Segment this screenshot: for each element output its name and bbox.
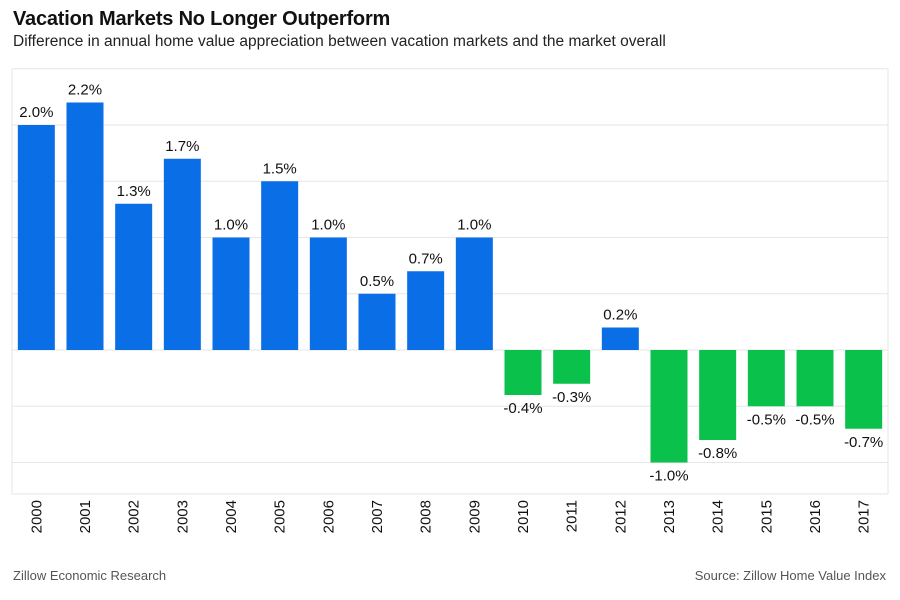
value-label-2006: 1.0% bbox=[311, 217, 345, 234]
value-label-2013: -1.0% bbox=[649, 468, 688, 485]
value-label-2000: 2.0% bbox=[19, 104, 53, 121]
x-tick-2002: 2002 bbox=[126, 500, 143, 533]
value-label-2017: -0.7% bbox=[844, 434, 883, 451]
value-label-2014: -0.8% bbox=[698, 445, 737, 462]
bar-2006 bbox=[309, 237, 347, 350]
x-tick-2000: 2000 bbox=[28, 500, 45, 533]
bar-2000 bbox=[17, 125, 55, 350]
value-label-2001: 2.2% bbox=[68, 82, 102, 99]
value-label-2008: 0.7% bbox=[409, 250, 443, 267]
bar-2009 bbox=[455, 237, 493, 350]
chart-title: Vacation Markets No Longer Outperform bbox=[13, 8, 391, 30]
bar-2001 bbox=[66, 102, 104, 350]
bars bbox=[17, 102, 883, 463]
bar-2016 bbox=[796, 350, 834, 407]
value-label-2016: -0.5% bbox=[795, 411, 834, 428]
value-label-2015: -0.5% bbox=[747, 411, 786, 428]
value-label-2011: -0.3% bbox=[552, 389, 591, 406]
x-tick-labels: 2000 2001 2002 2003 2004 2005 2006 2007 2008 2009… bbox=[28, 500, 872, 533]
bar-2005 bbox=[261, 181, 299, 350]
bar-2012 bbox=[601, 327, 639, 350]
bar-2013 bbox=[650, 350, 688, 463]
value-label-2010: -0.4% bbox=[503, 400, 542, 417]
bar-2007 bbox=[358, 293, 396, 350]
bar-2014 bbox=[699, 350, 737, 440]
bar-2008 bbox=[407, 271, 445, 350]
value-labels: 2.0% 2.2% 1.3% 1.7% 1.0% 1.5% 1.0% 0.5% 0.7% 1.0%… bbox=[19, 82, 883, 485]
footer-source: Source: Zillow Home Value Index bbox=[694, 568, 886, 583]
x-tick-2003: 2003 bbox=[174, 500, 191, 533]
x-tick-2012: 2012 bbox=[612, 500, 629, 533]
value-label-2005: 1.5% bbox=[263, 160, 297, 177]
gridlines bbox=[11, 68, 889, 495]
bar-2002 bbox=[115, 203, 153, 350]
x-tick-2006: 2006 bbox=[320, 500, 337, 533]
x-tick-2009: 2009 bbox=[466, 500, 483, 533]
x-tick-2016: 2016 bbox=[807, 500, 824, 533]
bar-2010 bbox=[504, 350, 542, 395]
value-label-2002: 1.3% bbox=[117, 183, 151, 200]
x-tick-2007: 2007 bbox=[369, 500, 386, 533]
x-tick-2017: 2017 bbox=[856, 500, 873, 533]
x-tick-2015: 2015 bbox=[758, 500, 775, 533]
bar-2011 bbox=[553, 350, 591, 384]
value-label-2012: 0.2% bbox=[603, 307, 637, 324]
value-label-2007: 0.5% bbox=[360, 273, 394, 290]
x-tick-2013: 2013 bbox=[661, 500, 678, 533]
x-tick-2008: 2008 bbox=[418, 500, 435, 533]
bar-2015 bbox=[747, 350, 785, 407]
value-label-2004: 1.0% bbox=[214, 217, 248, 234]
x-tick-2011: 2011 bbox=[564, 500, 581, 532]
bar-2004 bbox=[212, 237, 250, 350]
value-label-2009: 1.0% bbox=[457, 217, 491, 234]
bar-2003 bbox=[163, 158, 201, 350]
x-tick-2001: 2001 bbox=[77, 500, 94, 533]
x-tick-2005: 2005 bbox=[272, 500, 289, 533]
chart-subtitle: Difference in annual home value apprecia… bbox=[13, 33, 666, 50]
x-tick-2010: 2010 bbox=[515, 500, 532, 533]
value-label-2003: 1.7% bbox=[165, 138, 199, 155]
x-tick-2014: 2014 bbox=[710, 500, 727, 533]
bar-2017 bbox=[845, 350, 883, 429]
footer-credit: Zillow Economic Research bbox=[13, 568, 167, 583]
x-tick-2004: 2004 bbox=[223, 500, 240, 533]
